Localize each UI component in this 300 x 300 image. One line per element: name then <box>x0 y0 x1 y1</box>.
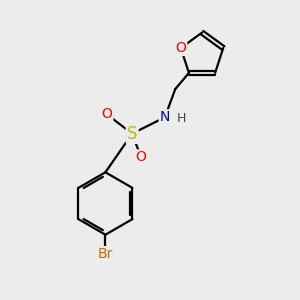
Text: Br: Br <box>98 247 113 261</box>
Text: O: O <box>176 41 186 55</box>
Text: O: O <box>101 107 112 121</box>
Text: S: S <box>127 125 137 143</box>
Text: H: H <box>176 112 186 125</box>
Text: O: O <box>136 150 146 164</box>
Text: N: N <box>160 110 170 124</box>
